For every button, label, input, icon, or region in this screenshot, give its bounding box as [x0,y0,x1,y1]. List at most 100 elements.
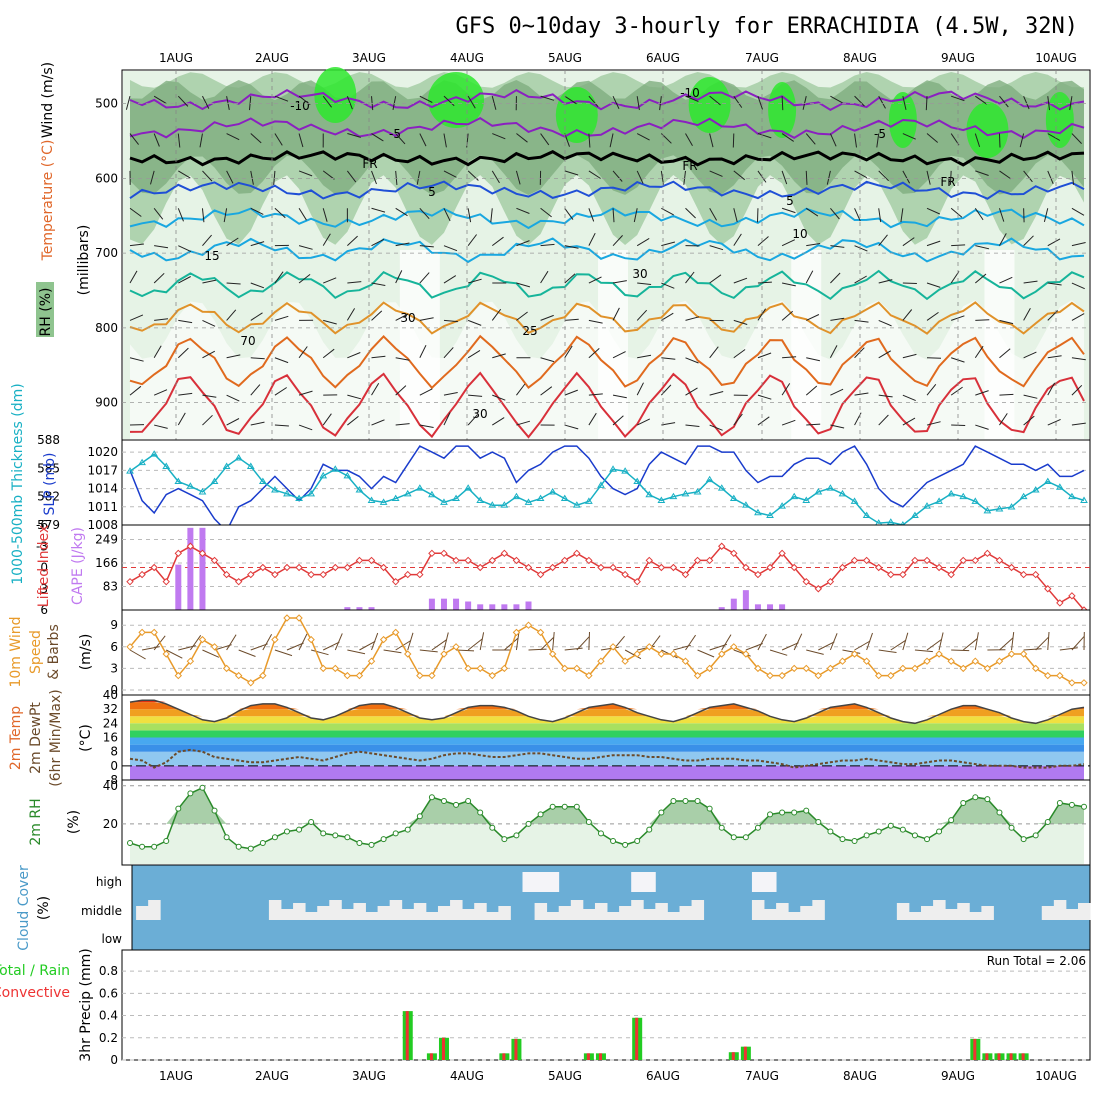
rh-line-point [549,803,556,810]
wind-barb [900,208,904,223]
thickness-tick: 585 [37,461,60,475]
wind-barb [854,319,869,323]
wind-barb [153,272,165,284]
wind-barb [709,133,714,148]
li-line-point [585,556,593,565]
cloud-middle-block [329,900,342,920]
contour-label: 15 [204,249,219,263]
wind-barb [491,170,500,184]
surface-barb [298,633,308,651]
rh-line-point [597,830,604,837]
contour-label: 30 [400,311,415,325]
wind-barb [926,133,939,143]
wind-barb [781,133,794,142]
label-temp-unit: (°C) [78,724,94,752]
rh-line-point [296,826,303,833]
date-label-bottom: 7AUG [745,1069,779,1083]
rh-line-point [247,845,254,852]
wind-barb [999,170,1012,180]
precip-conv-bar [586,1053,590,1060]
contour-label: 25 [522,324,537,338]
cloud-high: high [96,875,122,889]
wind-barb [564,245,579,249]
contour-label: 5 [428,185,436,199]
wind-barb [323,319,337,325]
upper-air-panel: -10 -10 -5 -5 FR FR FR 5 5 10 15 25 30 30 30 70 500 600 7… [36,62,1091,441]
temp-band [130,765,1084,780]
wind-barb [129,270,138,284]
precip-tick: 0.2 [99,1031,118,1045]
wind-barb [685,387,698,396]
wind-barb [757,281,772,284]
wind-barb [347,352,361,359]
wind-barb [516,311,528,321]
thickness-line-point [246,462,255,469]
thickness-line-point [838,489,847,497]
wind-barb [1047,133,1061,141]
wind-barb [588,170,601,179]
rh-line-point [283,828,290,835]
wind-speed-line-point [476,664,484,673]
label-cloud: Cloud Cover [16,865,32,951]
li-line-point [416,570,424,579]
wind-speed-line-point [705,664,714,673]
pressure-ticks: 500 600 700 800 900 [95,97,1090,410]
contour-15 [129,237,1085,264]
cape-li-panel: -6 -3 0 3 6 83 166 249 Lifted Index CAPE (J/kg) [36,518,1091,617]
thickness-line-point [826,484,835,491]
cloud-middle-block [1065,909,1079,920]
li-line-point [488,556,496,565]
wind-barb [661,241,676,247]
cape-bar [368,607,375,610]
cloud-middle-block [945,909,958,920]
rh-dry-lower [130,300,1084,439]
wind-barb [805,133,816,145]
wind-barb [202,234,212,246]
thickness-line-point [754,508,762,516]
date-label-top: 8AUG [843,51,877,65]
wind-barb [226,309,237,321]
surface-barb [129,649,146,660]
wind-barb [757,416,770,426]
label-precip-1: Total / Rain [0,963,70,979]
cloud-middle-block [921,906,934,920]
li-line-point [307,570,315,579]
rh-line-point [525,820,532,827]
li-line-point [790,563,798,572]
date-label-bottom: 5AUG [548,1069,582,1083]
surface-barb [588,631,590,651]
wind-speed-line-point [259,671,267,680]
cloud-middle-block [1053,900,1067,920]
cloud-middle-block [558,906,572,920]
rh-line-point [573,803,580,810]
rh-line-point [175,805,182,812]
wind-barb [540,357,555,363]
rh-line-point [803,807,810,814]
precip-tick: 0.8 [99,964,118,978]
li-line-point [875,563,883,572]
wind-barb [371,170,377,185]
thickness-line-point [850,497,859,504]
thickness-line-point [778,502,786,509]
precip-conv-bar [405,1011,409,1060]
rh-tick: 20 [103,817,118,831]
rh-area-high [130,787,1084,824]
dewpoint-line [129,748,1085,769]
wind-speed-line-point [488,671,496,680]
thickness-line-point [488,501,497,508]
cloud-high-block [764,872,777,892]
rh-line-point [742,834,749,841]
contour-label: -10 [680,86,700,100]
thickness-line-point [331,465,340,472]
surface-barb [1059,647,1078,651]
rh-line-point [537,811,544,818]
date-label-top: 6AUG [646,51,680,65]
wind-speed-line-point [524,621,533,629]
wind-barb [974,345,984,359]
cloud-middle-block [486,912,499,920]
surface-barb [1047,631,1050,651]
label-thickness: 1000-500mb Thickness (dm) [10,383,26,584]
wind-barb [490,208,493,223]
wind-barb [564,133,570,147]
wind-barb [250,170,254,185]
